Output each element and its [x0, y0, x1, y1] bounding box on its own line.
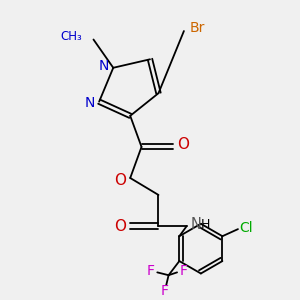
- Text: N: N: [99, 59, 109, 74]
- Text: H: H: [200, 218, 210, 231]
- Text: O: O: [114, 218, 126, 233]
- Text: N: N: [85, 96, 95, 110]
- Text: Cl: Cl: [239, 221, 253, 235]
- Text: Br: Br: [190, 21, 205, 35]
- Text: O: O: [177, 136, 189, 152]
- Text: N: N: [191, 217, 202, 232]
- Text: CH₃: CH₃: [60, 30, 82, 43]
- Text: F: F: [180, 264, 188, 278]
- Text: F: F: [146, 264, 154, 278]
- Text: F: F: [160, 284, 168, 298]
- Text: O: O: [114, 173, 126, 188]
